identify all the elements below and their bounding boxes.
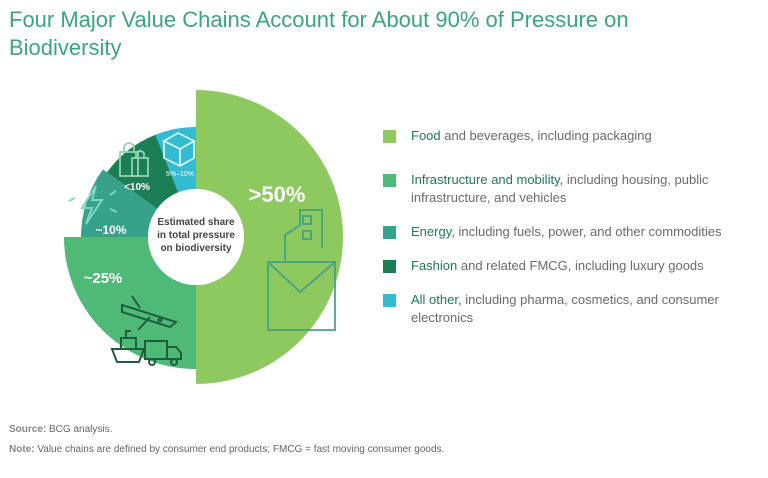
legend-swatch bbox=[383, 130, 396, 143]
source-label: Source: bbox=[9, 424, 47, 435]
source-note: Source: BCG analysis. bbox=[9, 424, 112, 435]
box-icon bbox=[162, 131, 196, 168]
slice-infrastructure-and-mobility bbox=[64, 237, 196, 369]
truck-icon bbox=[144, 340, 182, 366]
legend-item: Fashion and related FMCG, including luxu… bbox=[383, 257, 763, 275]
slice-label-fashion: <10% bbox=[124, 182, 150, 193]
center-label-line1: Estimated share bbox=[157, 217, 235, 228]
donut-hole bbox=[148, 189, 244, 285]
note-text: Value chains are defined by consumer end… bbox=[34, 444, 445, 455]
shopping-bags-icon bbox=[119, 142, 149, 177]
legend-key: Food bbox=[411, 128, 441, 143]
slice-energy bbox=[81, 169, 158, 237]
source-text: BCG analysis. bbox=[46, 424, 113, 435]
legend-key: All other, bbox=[411, 292, 462, 307]
legend-item: Food and beverages, including packaging bbox=[383, 127, 763, 145]
legend-key: Energy, bbox=[411, 224, 455, 239]
ship-icon bbox=[110, 330, 146, 363]
slice-label-food: >50% bbox=[249, 182, 306, 207]
legend-item: All other, including pharma, cosmetics, … bbox=[383, 291, 763, 327]
footnote: Note: Value chains are defined by consum… bbox=[9, 444, 444, 455]
legend-text: and beverages, including packaging bbox=[440, 128, 652, 143]
slice-label-infrastructure: ~25% bbox=[84, 270, 123, 287]
legend-item: Energy, including fuels, power, and othe… bbox=[383, 223, 763, 241]
legend-key: Fashion bbox=[411, 258, 458, 273]
slice-fashion bbox=[107, 134, 179, 209]
food-icon bbox=[267, 209, 336, 331]
legend-text: including pharma, cosmetics, and consume… bbox=[411, 292, 719, 325]
chart-title: Four Major Value Chains Account for Abou… bbox=[9, 7, 629, 60]
legend-swatch bbox=[383, 260, 396, 273]
legend-key: Infrastructure and mobility, bbox=[411, 172, 564, 187]
center-label-line3: on biodiversity bbox=[160, 243, 232, 254]
legend: Food and beverages, including packaging I… bbox=[383, 127, 763, 343]
legend-text: including housing, public infrastructure… bbox=[411, 172, 709, 205]
legend-item: Infrastructure and mobility, including h… bbox=[383, 171, 763, 207]
legend-text: including fuels, power, and other commod… bbox=[454, 224, 722, 239]
note-label: Note: bbox=[9, 444, 35, 455]
legend-text: and related FMCG, including luxury goods bbox=[457, 258, 704, 273]
slice-label-energy: ~10% bbox=[95, 223, 126, 237]
slice-food bbox=[196, 90, 343, 384]
lightning-icon bbox=[68, 185, 118, 225]
legend-swatch bbox=[383, 174, 396, 187]
slice-label-other: 5%–10% bbox=[166, 171, 194, 178]
center-label-line2: in total pressure bbox=[157, 230, 235, 241]
legend-swatch bbox=[383, 294, 396, 307]
slice-all-other bbox=[155, 127, 196, 193]
legend-swatch bbox=[383, 226, 396, 239]
plane-icon bbox=[121, 295, 179, 331]
